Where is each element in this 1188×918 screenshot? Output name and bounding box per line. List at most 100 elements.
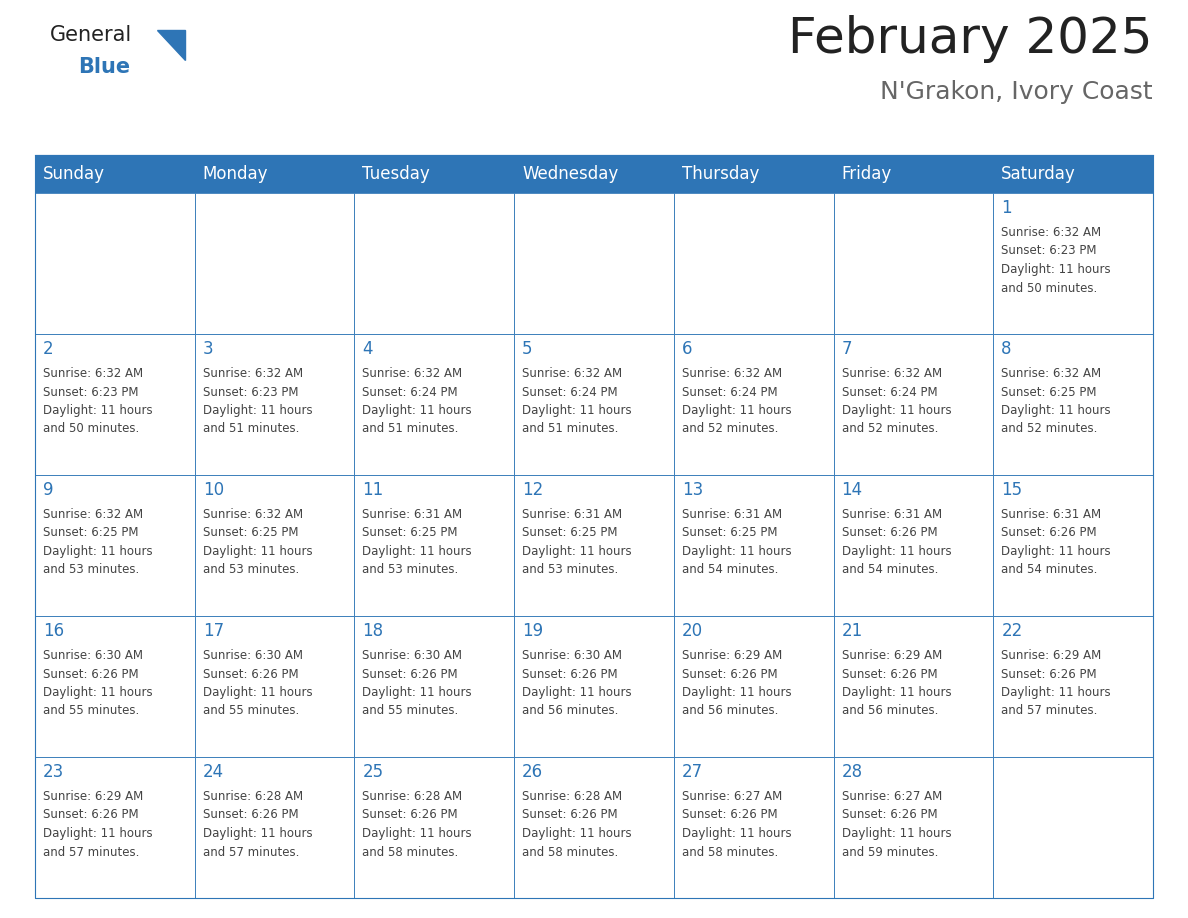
Text: 2: 2 <box>43 340 53 358</box>
Text: and 58 minutes.: and 58 minutes. <box>682 845 778 858</box>
Text: 20: 20 <box>682 622 703 640</box>
Text: N'Grakon, Ivory Coast: N'Grakon, Ivory Coast <box>880 80 1154 104</box>
Text: Sunrise: 6:32 AM: Sunrise: 6:32 AM <box>43 367 143 380</box>
Text: 3: 3 <box>203 340 214 358</box>
Bar <box>354 334 514 475</box>
Text: Sunday: Sunday <box>43 165 105 183</box>
Text: Sunset: 6:26 PM: Sunset: 6:26 PM <box>523 667 618 680</box>
Text: 25: 25 <box>362 763 384 781</box>
Text: 26: 26 <box>523 763 543 781</box>
Text: Sunset: 6:24 PM: Sunset: 6:24 PM <box>362 386 459 398</box>
Text: Sunrise: 6:32 AM: Sunrise: 6:32 AM <box>1001 226 1101 239</box>
Text: 6: 6 <box>682 340 693 358</box>
Bar <box>993 155 1154 193</box>
Bar <box>195 334 354 475</box>
Text: Sunrise: 6:31 AM: Sunrise: 6:31 AM <box>682 508 782 521</box>
Text: Sunset: 6:26 PM: Sunset: 6:26 PM <box>203 667 298 680</box>
Text: Sunrise: 6:28 AM: Sunrise: 6:28 AM <box>203 790 303 803</box>
Text: Blue: Blue <box>78 57 131 77</box>
Text: and 50 minutes.: and 50 minutes. <box>1001 282 1098 295</box>
Text: February 2025: February 2025 <box>789 15 1154 63</box>
Text: and 53 minutes.: and 53 minutes. <box>203 564 299 577</box>
Text: Sunrise: 6:32 AM: Sunrise: 6:32 AM <box>43 508 143 521</box>
Text: Sunset: 6:26 PM: Sunset: 6:26 PM <box>362 667 459 680</box>
Text: Sunset: 6:26 PM: Sunset: 6:26 PM <box>841 667 937 680</box>
Bar <box>34 155 1154 898</box>
Text: 4: 4 <box>362 340 373 358</box>
Bar <box>354 155 514 193</box>
Text: Sunrise: 6:32 AM: Sunrise: 6:32 AM <box>362 367 462 380</box>
Text: Daylight: 11 hours: Daylight: 11 hours <box>43 686 152 699</box>
Text: and 52 minutes.: and 52 minutes. <box>682 422 778 435</box>
Text: and 53 minutes.: and 53 minutes. <box>523 564 619 577</box>
Text: Sunrise: 6:31 AM: Sunrise: 6:31 AM <box>1001 508 1101 521</box>
Text: 11: 11 <box>362 481 384 499</box>
Bar <box>195 155 354 193</box>
Text: Sunset: 6:24 PM: Sunset: 6:24 PM <box>682 386 777 398</box>
Text: Daylight: 11 hours: Daylight: 11 hours <box>841 686 952 699</box>
Bar <box>195 616 354 757</box>
Text: Sunset: 6:26 PM: Sunset: 6:26 PM <box>682 809 777 822</box>
Text: 13: 13 <box>682 481 703 499</box>
Text: Sunset: 6:23 PM: Sunset: 6:23 PM <box>43 386 139 398</box>
Text: and 52 minutes.: and 52 minutes. <box>1001 422 1098 435</box>
Text: and 50 minutes.: and 50 minutes. <box>43 422 139 435</box>
Text: Sunrise: 6:32 AM: Sunrise: 6:32 AM <box>203 508 303 521</box>
Text: and 55 minutes.: and 55 minutes. <box>203 704 299 718</box>
Text: 21: 21 <box>841 622 862 640</box>
Bar <box>514 616 674 757</box>
Bar <box>674 155 834 193</box>
Text: Sunrise: 6:29 AM: Sunrise: 6:29 AM <box>43 790 144 803</box>
Text: 17: 17 <box>203 622 223 640</box>
Text: Daylight: 11 hours: Daylight: 11 hours <box>523 827 632 840</box>
Bar <box>34 334 195 475</box>
Text: Daylight: 11 hours: Daylight: 11 hours <box>203 827 312 840</box>
Text: Sunset: 6:24 PM: Sunset: 6:24 PM <box>841 386 937 398</box>
Text: and 51 minutes.: and 51 minutes. <box>203 422 299 435</box>
Bar <box>195 475 354 616</box>
Bar <box>993 757 1154 898</box>
Text: and 57 minutes.: and 57 minutes. <box>1001 704 1098 718</box>
Text: 7: 7 <box>841 340 852 358</box>
Text: and 54 minutes.: and 54 minutes. <box>1001 564 1098 577</box>
Bar <box>34 155 195 193</box>
Text: Daylight: 11 hours: Daylight: 11 hours <box>1001 404 1111 417</box>
Text: Sunset: 6:25 PM: Sunset: 6:25 PM <box>362 527 457 540</box>
Bar <box>993 475 1154 616</box>
Text: Sunrise: 6:32 AM: Sunrise: 6:32 AM <box>841 367 942 380</box>
Bar <box>834 475 993 616</box>
Text: Sunrise: 6:32 AM: Sunrise: 6:32 AM <box>1001 367 1101 380</box>
Text: Sunrise: 6:30 AM: Sunrise: 6:30 AM <box>523 649 623 662</box>
Text: Sunset: 6:26 PM: Sunset: 6:26 PM <box>43 667 139 680</box>
Text: 15: 15 <box>1001 481 1023 499</box>
Text: 12: 12 <box>523 481 543 499</box>
Bar <box>34 193 195 334</box>
Text: and 52 minutes.: and 52 minutes. <box>841 422 939 435</box>
Bar <box>354 616 514 757</box>
Bar <box>514 334 674 475</box>
Text: 9: 9 <box>43 481 53 499</box>
Bar <box>674 334 834 475</box>
Text: Daylight: 11 hours: Daylight: 11 hours <box>362 827 472 840</box>
Text: Daylight: 11 hours: Daylight: 11 hours <box>43 545 152 558</box>
Text: and 56 minutes.: and 56 minutes. <box>523 704 619 718</box>
Text: Sunset: 6:24 PM: Sunset: 6:24 PM <box>523 386 618 398</box>
Bar <box>354 193 514 334</box>
Text: Sunset: 6:26 PM: Sunset: 6:26 PM <box>203 809 298 822</box>
Bar <box>34 757 195 898</box>
Text: Sunrise: 6:32 AM: Sunrise: 6:32 AM <box>203 367 303 380</box>
Bar <box>834 155 993 193</box>
Text: and 55 minutes.: and 55 minutes. <box>43 704 139 718</box>
Text: 24: 24 <box>203 763 223 781</box>
Text: and 53 minutes.: and 53 minutes. <box>362 564 459 577</box>
Text: Sunrise: 6:32 AM: Sunrise: 6:32 AM <box>682 367 782 380</box>
Text: Monday: Monday <box>203 165 268 183</box>
Text: and 56 minutes.: and 56 minutes. <box>682 704 778 718</box>
Text: 16: 16 <box>43 622 64 640</box>
Text: Sunset: 6:26 PM: Sunset: 6:26 PM <box>362 809 459 822</box>
Text: Daylight: 11 hours: Daylight: 11 hours <box>203 545 312 558</box>
Text: Sunrise: 6:30 AM: Sunrise: 6:30 AM <box>203 649 303 662</box>
Text: Tuesday: Tuesday <box>362 165 430 183</box>
Text: and 54 minutes.: and 54 minutes. <box>682 564 778 577</box>
Text: Sunrise: 6:31 AM: Sunrise: 6:31 AM <box>362 508 462 521</box>
